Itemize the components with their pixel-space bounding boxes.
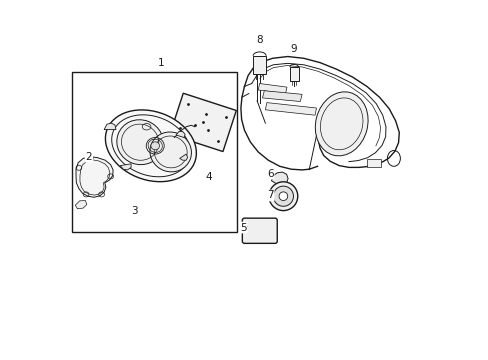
Ellipse shape	[315, 92, 367, 156]
Polygon shape	[105, 110, 196, 182]
Polygon shape	[258, 84, 286, 94]
Text: 5: 5	[240, 222, 246, 233]
Polygon shape	[120, 164, 131, 170]
Bar	[366, 159, 381, 167]
Text: 1: 1	[157, 58, 164, 68]
Polygon shape	[75, 201, 87, 209]
Text: 6: 6	[266, 168, 273, 179]
Text: 8: 8	[256, 35, 263, 45]
Text: 4: 4	[205, 172, 211, 182]
Ellipse shape	[150, 132, 191, 172]
Polygon shape	[169, 93, 236, 152]
Bar	[72, 72, 237, 232]
Text: 9: 9	[290, 44, 297, 54]
Polygon shape	[179, 154, 187, 160]
Polygon shape	[76, 157, 113, 197]
Bar	[289, 67, 298, 81]
Text: 7: 7	[266, 190, 273, 201]
Polygon shape	[271, 172, 287, 185]
Ellipse shape	[151, 142, 159, 150]
Text: 3: 3	[131, 206, 138, 216]
Bar	[253, 56, 265, 74]
Ellipse shape	[273, 186, 293, 206]
Polygon shape	[262, 91, 302, 102]
Ellipse shape	[279, 192, 287, 201]
Polygon shape	[265, 103, 316, 115]
FancyBboxPatch shape	[242, 218, 277, 243]
Polygon shape	[176, 131, 185, 138]
Ellipse shape	[117, 120, 163, 165]
Polygon shape	[104, 123, 116, 130]
Text: 2: 2	[85, 152, 92, 162]
Ellipse shape	[268, 182, 297, 211]
